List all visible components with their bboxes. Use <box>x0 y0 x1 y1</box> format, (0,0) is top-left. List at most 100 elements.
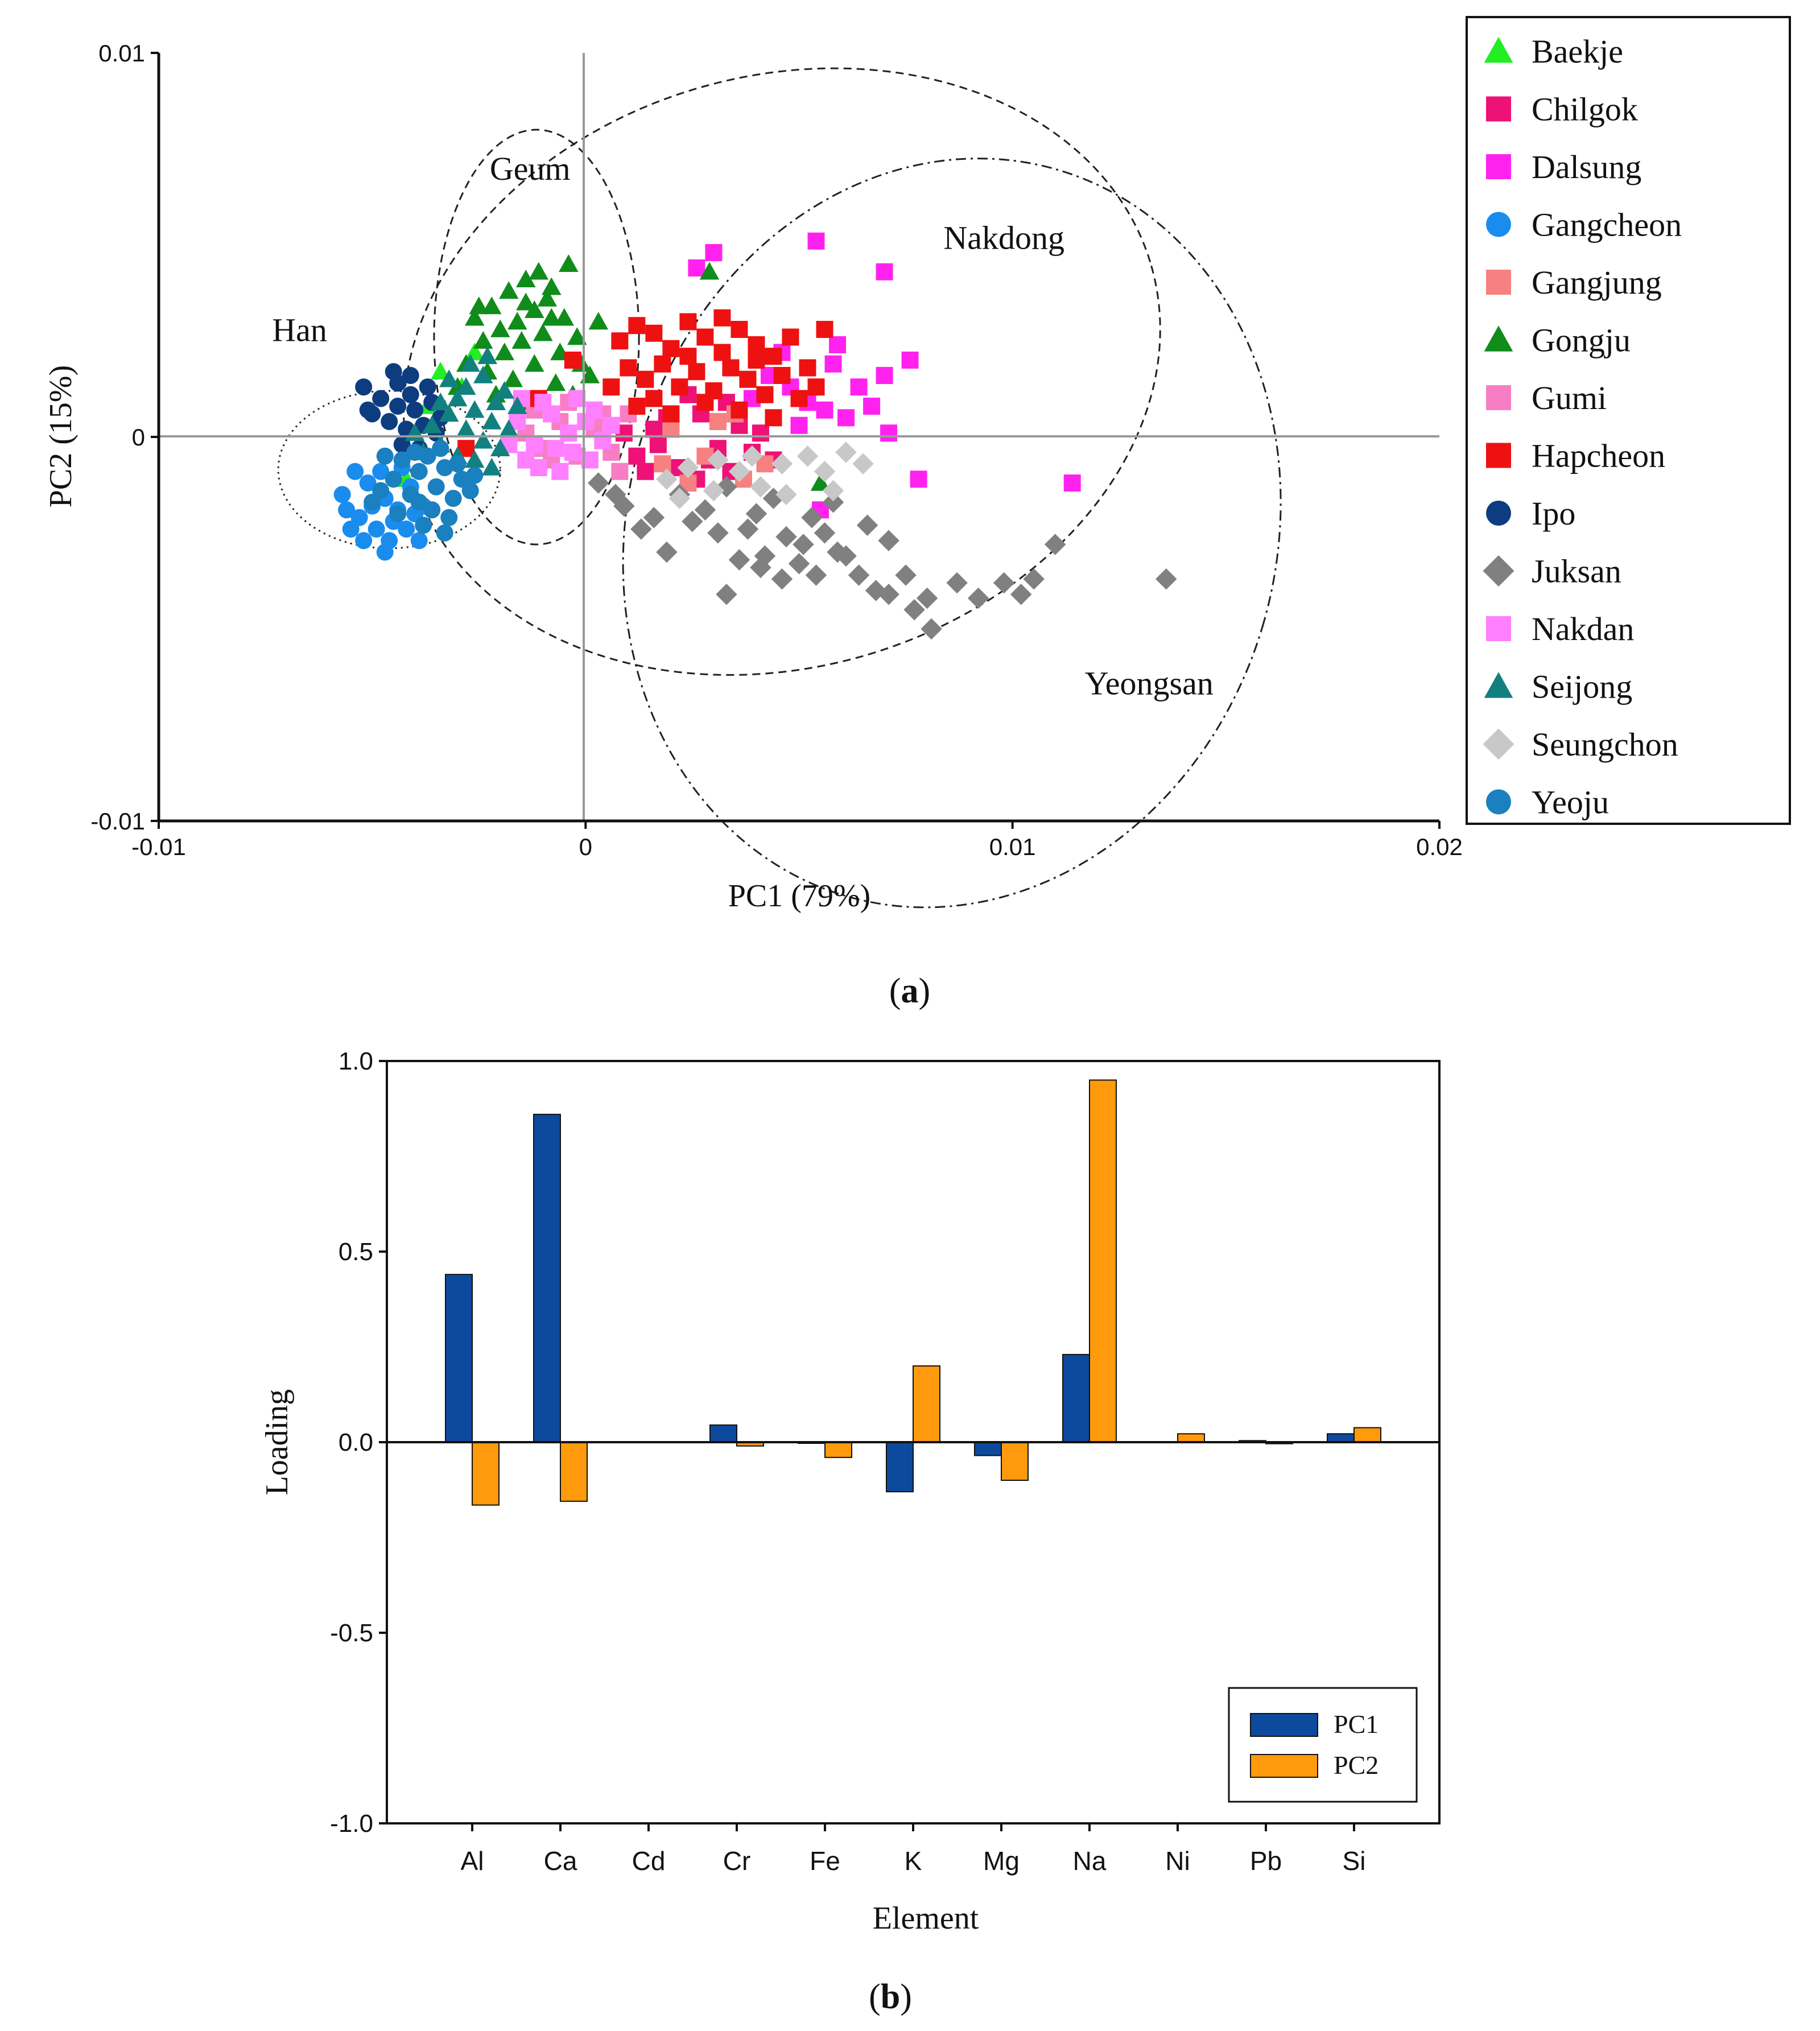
panel-a-scatter: -0.01 0 0.01 0.02 -0.01 0 0.01 PC1 (79%) PC2 (… <box>43 16 1791 1010</box>
point-ipo <box>389 398 407 415</box>
point-nakdan <box>530 459 547 476</box>
a-y-tick-label: -0.01 <box>90 808 145 835</box>
point-hapcheon <box>620 359 637 377</box>
bar-pc2-ni <box>1177 1433 1205 1443</box>
point-gongju <box>699 262 720 280</box>
point-dalsung <box>705 244 723 261</box>
point-dalsung <box>688 259 705 276</box>
point-seijong <box>482 457 502 476</box>
point-seijong <box>486 393 506 411</box>
point-seungchon <box>835 441 857 463</box>
legend-label-nakdan: Nakdan <box>1532 610 1634 647</box>
point-gongju <box>525 354 544 372</box>
point-hapcheon <box>799 359 816 377</box>
point-hapcheon <box>696 394 714 411</box>
point-juksan <box>903 599 925 621</box>
point-gongju <box>494 342 515 361</box>
point-yeoju <box>440 509 458 526</box>
point-seijong <box>456 419 476 437</box>
point-gongju <box>507 312 527 330</box>
point-seungchon <box>741 445 763 467</box>
point-ipo <box>372 390 390 407</box>
legend-swatch-pc1 <box>1250 1713 1318 1737</box>
point-nakdan <box>585 401 603 419</box>
point-dalsung <box>901 352 919 369</box>
point-yeoju <box>432 440 449 457</box>
b-x-tick-label-cd: Cd <box>632 1846 666 1876</box>
point-yeoju <box>466 467 484 484</box>
legend-label-baekje: Baekje <box>1532 33 1623 70</box>
point-juksan <box>993 572 1015 594</box>
point-juksan <box>921 618 942 640</box>
point-juksan <box>643 507 665 529</box>
point-hapcheon <box>816 321 833 338</box>
point-juksan <box>1044 534 1066 555</box>
point-juksan <box>848 564 870 586</box>
b-x-tick-label-ni: Ni <box>1165 1846 1190 1876</box>
point-hapcheon <box>662 405 680 423</box>
point-dalsung <box>876 263 893 280</box>
point-seungchon <box>677 457 699 478</box>
point-yeoju <box>389 505 407 522</box>
legend-marker-chilgok <box>1486 96 1511 122</box>
point-juksan <box>1155 568 1177 590</box>
b-x-tick-label-k: K <box>905 1846 922 1876</box>
point-gongju <box>499 281 519 299</box>
bar-pc1-ca <box>533 1113 561 1443</box>
b-x-tick-label-al: Al <box>461 1846 484 1876</box>
point-hapcheon <box>722 359 740 377</box>
group-label-nakdong: Nakdong <box>943 219 1064 256</box>
point-juksan <box>946 572 968 594</box>
point-hapcheon <box>731 401 748 419</box>
point-hapcheon <box>688 363 705 381</box>
point-juksan <box>856 514 878 536</box>
point-seungchon <box>728 461 750 482</box>
series-nakdan <box>500 390 620 480</box>
point-gangcheon <box>359 474 377 492</box>
point-juksan <box>865 580 887 601</box>
point-hapcheon <box>713 309 731 327</box>
point-gongju <box>559 254 579 273</box>
point-nakdan <box>594 432 612 449</box>
point-dalsung <box>850 378 868 396</box>
point-gongju <box>542 277 562 295</box>
point-hapcheon <box>765 409 782 427</box>
point-juksan <box>682 510 703 532</box>
point-dalsung <box>880 424 898 442</box>
point-seijong <box>473 431 493 449</box>
point-hapcheon <box>662 340 680 357</box>
point-juksan <box>1023 568 1045 590</box>
b-x-tick-label-cr: Cr <box>723 1846 751 1876</box>
bar-pc2-al <box>472 1442 500 1506</box>
point-hapcheon <box>602 378 620 396</box>
point-yeoju <box>436 459 453 476</box>
point-yeoju <box>427 478 445 496</box>
b-y-tick-label: -0.5 <box>330 1619 373 1647</box>
point-juksan <box>737 518 759 540</box>
point-hapcheon <box>679 348 697 365</box>
bar-pc1-al <box>445 1274 473 1443</box>
legend-label-pc1: PC1 <box>1334 1710 1379 1739</box>
bar-pc1-cr <box>709 1424 737 1443</box>
point-ipo <box>419 378 436 396</box>
point-gangcheon <box>376 543 394 561</box>
point-juksan <box>916 587 938 609</box>
point-seungchon <box>656 468 678 490</box>
point-juksan <box>967 587 989 609</box>
legend-marker-yeoju <box>1486 789 1511 815</box>
point-juksan <box>788 553 810 575</box>
panel-b-bar: -1.0 -0.5 0.0 0.5 1.0 Al Ca Cd Cr Fe K Mg Na Ni Pb Si E… <box>259 1047 1441 2016</box>
point-gongju <box>464 308 485 326</box>
point-gangcheon <box>338 501 356 519</box>
legend-marker-gumi <box>1486 385 1511 410</box>
point-seijong <box>430 393 451 411</box>
point-gongju <box>537 288 558 307</box>
group-label-han: Han <box>272 311 327 348</box>
point-gongju <box>516 292 536 311</box>
point-gangjung <box>654 455 671 473</box>
point-hapcheon <box>564 352 581 369</box>
point-chilgok <box>649 436 667 453</box>
point-gongju <box>588 312 609 330</box>
point-seijong <box>460 354 480 372</box>
legend-label-gangcheon: Gangcheon <box>1532 207 1682 243</box>
